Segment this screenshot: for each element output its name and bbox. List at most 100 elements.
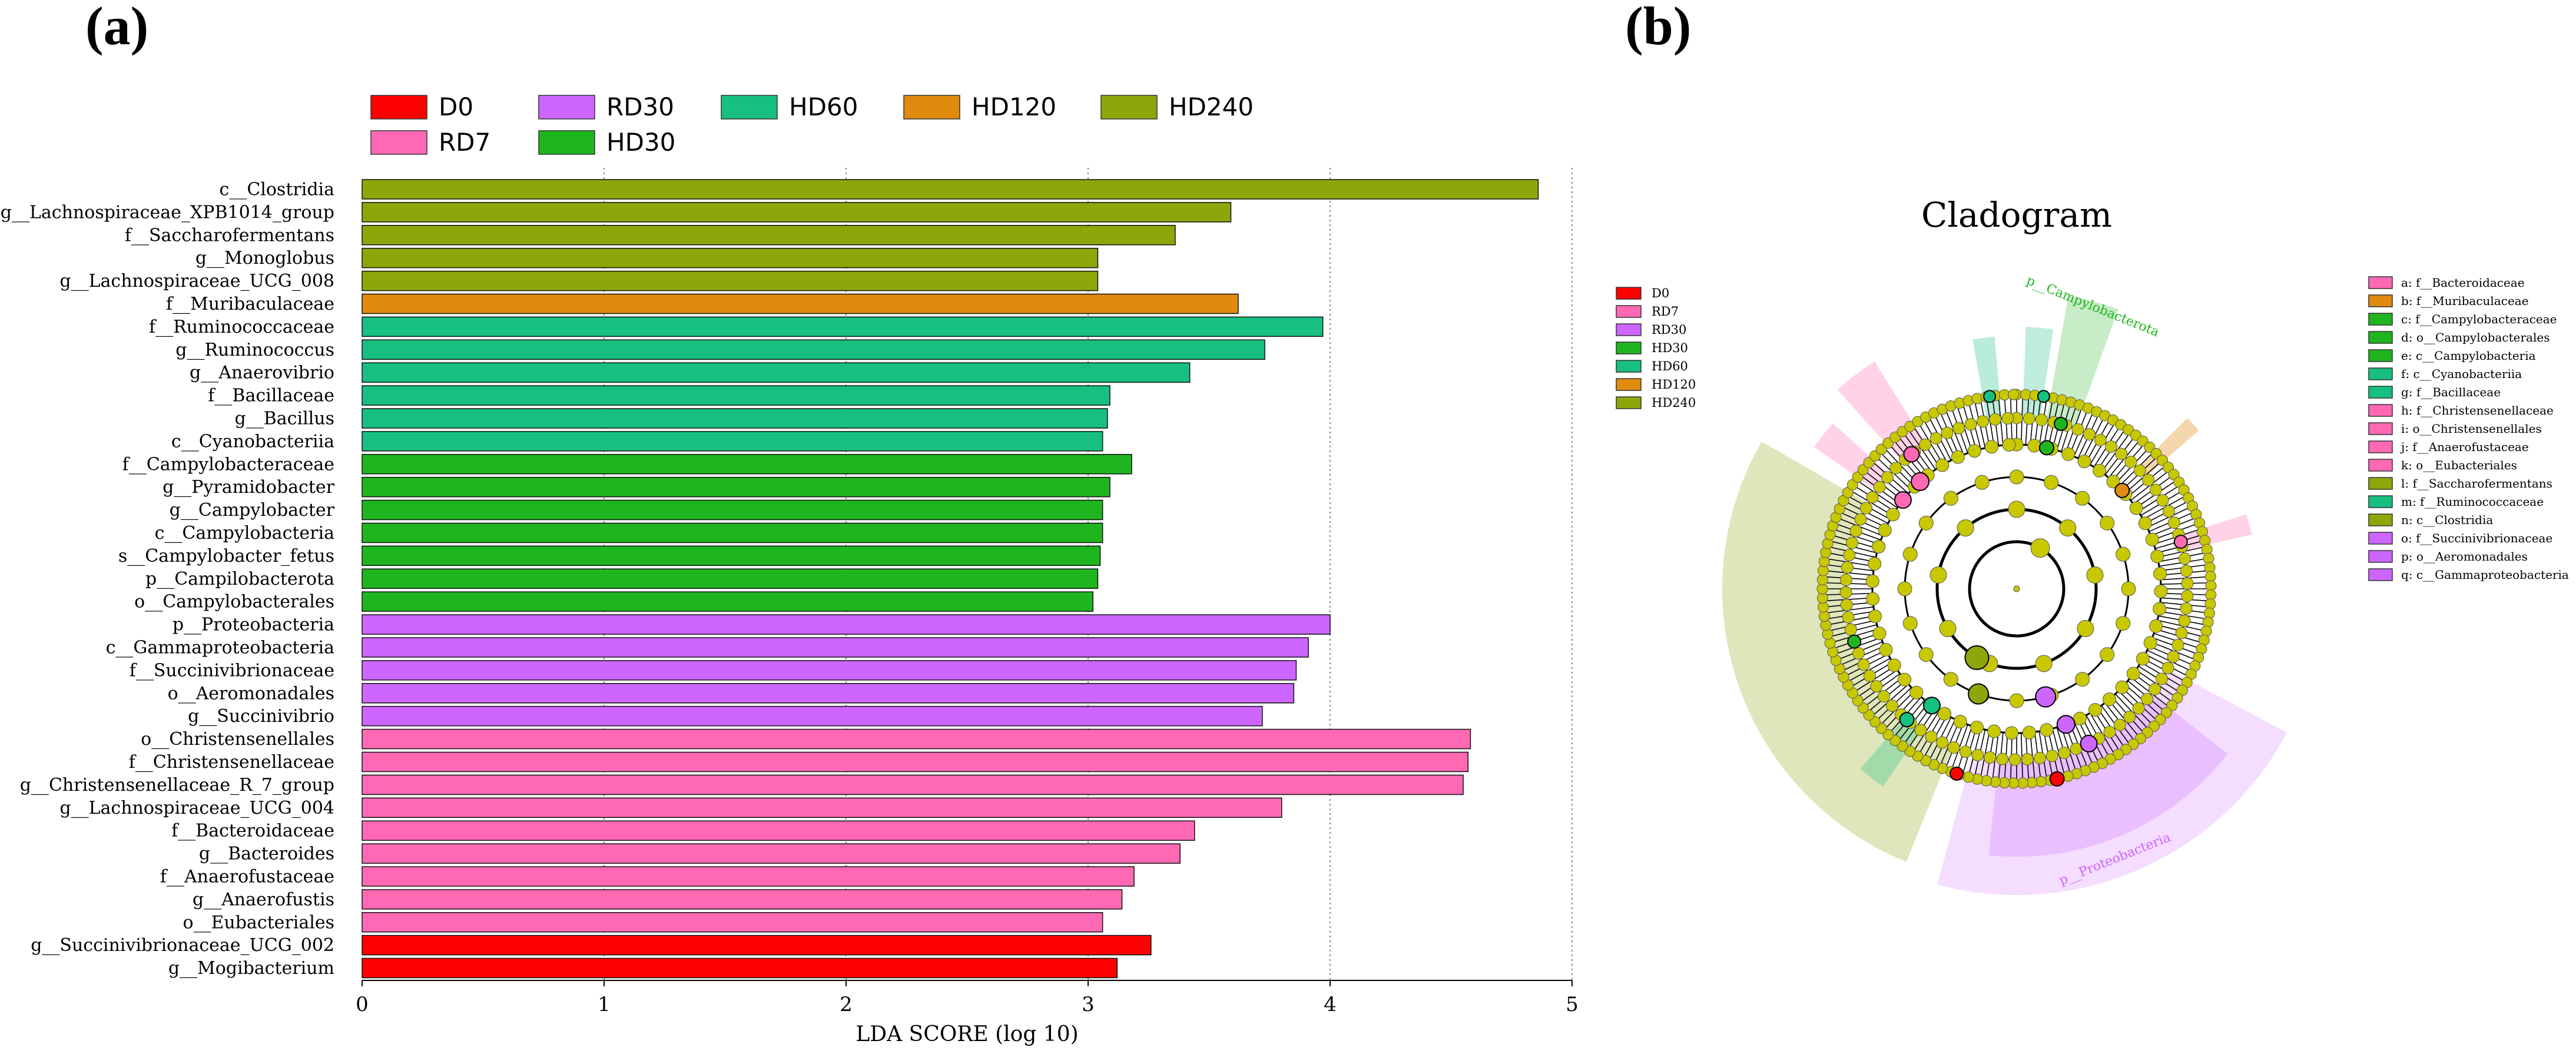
x-tick-label-3: 3	[1082, 993, 1095, 1016]
bar-g-bacteroides	[362, 843, 1181, 864]
bar-label-f-campylobacteraceae: f__Campylobacteraceae	[122, 454, 334, 475]
bacillaceae-sector	[1972, 336, 2002, 421]
annotation-label-e: e: c__Campylobacteria	[2401, 349, 2536, 363]
bar-label-f-anaerofustaceae: f__Anaerofustaceae	[160, 866, 334, 887]
annotation-label-b: b: f__Muribaculaceae	[2401, 294, 2529, 308]
bar-f-christensenellaceae	[362, 751, 1469, 773]
bar-o-eubacteriales	[362, 912, 1103, 933]
bar-label-f-succinivibrionaceae: f__Succinivibrionaceae	[130, 660, 334, 681]
panel-a-label: (a)	[85, 0, 148, 56]
clado-legend-label-hd60: HD60	[1652, 359, 1688, 373]
bar-c-gammaproteobacteria	[362, 637, 1309, 658]
annotation-swatch-h	[2368, 404, 2393, 417]
bar-label-f-christensenellaceae: f__Christensenellaceae	[129, 752, 334, 773]
annotation-label-n: n: c__Clostridia	[2401, 513, 2493, 527]
clado-legend-label-hd240: HD240	[1652, 396, 1696, 410]
clado-legend-label-rd7: RD7	[1652, 304, 1679, 319]
bar-label-p-campilobacterota: p__Campilobacterota	[145, 569, 334, 589]
annotation-swatch-m	[2368, 495, 2393, 508]
bar-c-campylobacteria	[362, 522, 1103, 543]
bar-label-g-bacteroides: g__Bacteroides	[199, 844, 334, 864]
legend-swatch-hd240	[1100, 95, 1158, 120]
bar-label-g-christensenellaceae-r-7-group: g__Christensenellaceae_R_7_group	[20, 775, 334, 796]
annotation-label-a: a: f__Bacteroidaceae	[2401, 276, 2525, 290]
annotation-swatch-n	[2368, 513, 2393, 526]
bar-label-f-muribaculaceae: f__Muribaculaceae	[166, 294, 334, 314]
annotation-label-f: f: c__Cyanobacteriia	[2401, 367, 2522, 381]
x-tick-label-2: 2	[840, 993, 853, 1016]
bar-o-campylobacterales	[362, 591, 1093, 612]
tree-biomarker-nodes	[1847, 390, 2188, 787]
bacteroidaceae-sector	[2179, 514, 2252, 551]
bar-g-ruminococcus	[362, 339, 1265, 360]
bar-g-succinivibrio	[362, 705, 1263, 727]
clado-legend-label-hd30: HD30	[1652, 341, 1688, 355]
annotation-swatch-p	[2368, 550, 2393, 563]
annotation-swatch-l	[2368, 477, 2393, 490]
annotation-label-m: m: f__Ruminococcaceae	[2401, 495, 2544, 509]
legend-swatch-d0	[370, 95, 427, 120]
legend-label-hd30: HD30	[606, 128, 675, 157]
bar-label-s-campylobacter-fetus: s__Campylobacter_fetus	[118, 546, 334, 566]
bar-g-anaerovibrio	[362, 362, 1191, 383]
bar-label-c-cyanobacteriia: c__Cyanobacteriia	[171, 431, 334, 452]
bar-label-o-eubacteriales: o__Eubacteriales	[183, 912, 334, 933]
clado-legend-swatch-d0	[1616, 287, 1642, 300]
annotation-swatch-d	[2368, 331, 2393, 344]
annotation-swatch-i	[2368, 422, 2393, 435]
bar-label-o-aeromonadales: o__Aeromonadales	[168, 683, 334, 704]
bar-label-c-gammaproteobacteria: c__Gammaproteobacteria	[106, 637, 335, 658]
annotation-label-k: k: o__Eubacteriales	[2401, 458, 2517, 472]
legend-label-rd30: RD30	[606, 92, 674, 121]
annotation-label-j: j: f__Anaerofustaceae	[2400, 440, 2529, 454]
bar-f-campylobacteraceae	[362, 454, 1132, 475]
annotation-swatch-o	[2368, 532, 2393, 545]
bar-f-saccharofermentans	[362, 225, 1176, 246]
panel-b-label: (b)	[1625, 0, 1691, 56]
bar-label-g-bacillus: g__Bacillus	[235, 408, 334, 429]
legend-label-rd7: RD7	[439, 128, 490, 157]
bar-label-c-campylobacteria: c__Campylobacteria	[155, 523, 335, 543]
bar-label-g-ruminococcus: g__Ruminococcus	[175, 340, 334, 360]
bar-label-g-pyramidobacter: g__Pyramidobacter	[163, 477, 335, 498]
legend-label-hd120: HD120	[972, 92, 1056, 121]
clado-legend-label-hd120: HD120	[1652, 377, 1696, 392]
cladogram-title: Cladogram	[1921, 195, 2112, 235]
legend-swatch-hd120	[903, 95, 960, 120]
bar-label-f-saccharofermentans: f__Saccharofermentans	[125, 225, 334, 246]
annotation-swatch-k	[2368, 459, 2393, 472]
bar-g-campylobacter	[362, 499, 1103, 521]
legend-label-hd240: HD240	[1169, 92, 1254, 121]
clado-legend-label-rd30: RD30	[1652, 323, 1686, 337]
bar-label-g-lachnospiraceae-ucg-004: g__Lachnospiraceae_UCG_004	[59, 798, 334, 818]
legend-swatch-rd30	[538, 95, 595, 120]
ruminococcaceae-sector	[1860, 717, 1921, 787]
annotation-label-c: c: f__Campylobacteraceae	[2401, 312, 2557, 326]
bar-label-o-campylobacterales: o__Campylobacterales	[134, 592, 334, 612]
legend-swatch-rd7	[370, 130, 427, 155]
cyanobacteriia-sector	[2023, 327, 2053, 420]
bar-chart-legend: D0 RD7 RD30 HD30 HD60 HD120 HD240	[370, 92, 1254, 157]
bar-g-lachnospiraceae-ucg-004	[362, 797, 1282, 818]
proteobacteria-sector	[1937, 669, 2287, 895]
annotation-swatch-c	[2368, 313, 2393, 326]
x-tick-label-1: 1	[598, 993, 611, 1016]
eubacteriales-sector	[1814, 423, 1890, 491]
annotation-swatch-g	[2368, 386, 2393, 399]
muribaculaceae-sector	[2137, 418, 2199, 477]
bar-f-succinivibrionaceae	[362, 660, 1297, 681]
bar-f-bacteroidaceae	[362, 820, 1195, 841]
annotation-label-i: i: o__Christensenellales	[2401, 422, 2542, 436]
annotation-label-q: q: c__Gammaproteobacteria	[2401, 568, 2569, 582]
clado-legend-swatch-rd30	[1616, 323, 1642, 336]
legend-label-hd60: HD60	[789, 92, 858, 121]
legend-swatch-hd60	[721, 95, 778, 120]
x-axis-label: LDA SCORE (log 10)	[856, 1022, 1078, 1046]
x-tick-label-5: 5	[1566, 993, 1579, 1016]
bar-g-christensenellaceae-r-7-group	[362, 774, 1464, 796]
x-tick-label-0: 0	[356, 993, 369, 1016]
bar-label-o-christensenellales: o__Christensenellales	[141, 729, 334, 750]
clado-legend-swatch-rd7	[1616, 305, 1642, 318]
x-tick-label-4: 4	[1324, 993, 1337, 1016]
